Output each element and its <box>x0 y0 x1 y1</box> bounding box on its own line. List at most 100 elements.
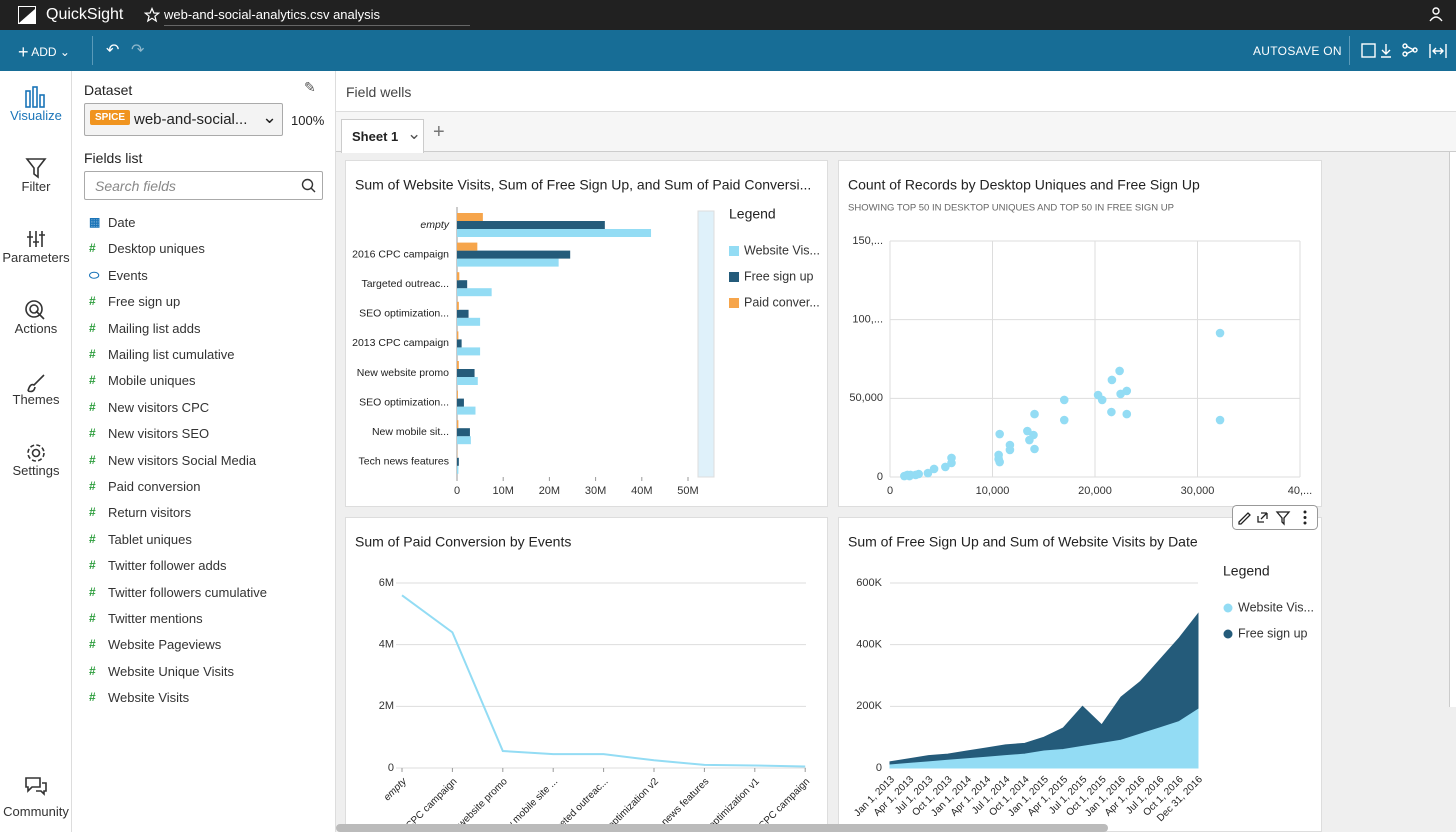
point[interactable] <box>1107 375 1117 385</box>
bar[interactable] <box>457 331 459 340</box>
field[interactable]: Events <box>108 267 148 283</box>
field-wells-bar[interactable]: Field wells <box>336 71 1456 112</box>
visual-card[interactable]: Sum of Website Visits, Sum of Free Sign … <box>345 160 828 507</box>
bar[interactable] <box>457 242 478 251</box>
bar[interactable] <box>457 398 464 407</box>
h-scrollbar[interactable] <box>336 824 1108 832</box>
search-box[interactable]: Search fields <box>84 171 323 200</box>
autosave[interactable]: AUTOSAVE ON <box>1253 44 1342 58</box>
point[interactable] <box>1023 426 1032 436</box>
field[interactable]: New visitors Social Media <box>108 452 257 468</box>
bar[interactable] <box>457 250 571 259</box>
bar[interactable] <box>457 406 476 415</box>
field[interactable]: New visitors SEO <box>108 426 210 442</box>
user-icon[interactable] <box>1428 6 1444 22</box>
field[interactable]: Mailing list adds <box>108 320 201 336</box>
point[interactable] <box>1005 445 1015 455</box>
point[interactable] <box>941 462 950 472</box>
point[interactable] <box>1097 395 1107 405</box>
field[interactable]: Return visitors <box>108 505 192 521</box>
nav-item[interactable]: Settings <box>12 463 60 478</box>
bar[interactable] <box>457 390 458 399</box>
field[interactable]: Twitter follower adds <box>108 558 227 574</box>
add-button[interactable]: + ADD ⌄ <box>18 42 70 63</box>
bar[interactable] <box>457 339 462 348</box>
field[interactable]: Mailing list cumulative <box>108 347 235 362</box>
nav-item[interactable]: Parameters <box>2 250 70 265</box>
nav-item[interactable]: Filter <box>21 179 51 194</box>
download-icon[interactable] <box>1381 44 1391 58</box>
edit-visual[interactable] <box>1238 512 1251 525</box>
area[interactable] <box>889 708 1199 769</box>
point[interactable] <box>1107 407 1116 417</box>
field[interactable]: Website Unique Visits <box>108 663 234 679</box>
bar[interactable] <box>457 258 559 267</box>
edit-icon[interactable]: ✎ <box>304 79 316 95</box>
file-name[interactable]: web-and-social-analytics.csv analysis <box>164 7 470 26</box>
dataset-select[interactable]: SPICE web-and-social... ⌄ <box>84 103 283 136</box>
legend-label[interactable]: Website Vis... <box>744 243 820 257</box>
bar[interactable] <box>457 428 470 437</box>
field[interactable]: Twitter mentions <box>108 611 203 626</box>
legend-label[interactable]: Website Vis... <box>1238 600 1314 614</box>
point[interactable] <box>1115 366 1124 376</box>
bar[interactable] <box>457 221 605 229</box>
point[interactable] <box>911 470 920 480</box>
point[interactable] <box>1215 328 1225 338</box>
add-sheet[interactable]: + <box>433 121 445 143</box>
save-icon[interactable] <box>1361 43 1376 58</box>
bar[interactable] <box>457 288 492 297</box>
visual-card[interactable]: Sum of Paid Conversion by Events 0 2M 4M 6M e… <box>345 517 828 832</box>
bar[interactable] <box>457 213 483 221</box>
legend-label[interactable]: Free sign up <box>1238 626 1308 640</box>
nav-item[interactable]: Visualize <box>10 108 62 123</box>
point[interactable] <box>1215 415 1225 425</box>
bar[interactable] <box>457 465 459 474</box>
visual-card[interactable]: Count of Records by Desktop Uniques and … <box>838 160 1322 507</box>
field[interactable]: Twitter followers cumulative <box>108 584 267 600</box>
field[interactable]: Mobile uniques <box>108 373 196 389</box>
visual-card[interactable]: Sum of Free Sign Up and Sum of Website V… <box>838 517 1322 832</box>
toolbar-icons[interactable] <box>1360 42 1450 60</box>
point[interactable] <box>1059 395 1069 405</box>
expand-icon[interactable] <box>1429 44 1447 58</box>
nav-item[interactable]: Actions <box>14 321 58 336</box>
field[interactable]: Date <box>108 215 136 230</box>
point[interactable] <box>994 454 1003 464</box>
field[interactable]: Desktop uniques <box>108 241 205 257</box>
bar[interactable] <box>457 229 652 237</box>
field[interactable]: Website Visits <box>108 690 190 706</box>
bar[interactable] <box>457 301 459 310</box>
field[interactable]: Paid conversion <box>108 479 201 494</box>
point[interactable] <box>1122 409 1132 419</box>
point[interactable] <box>947 458 956 468</box>
field[interactable]: Website Pageviews <box>108 637 222 653</box>
field[interactable]: Tablet uniques <box>108 531 192 547</box>
area[interactable] <box>889 612 1199 769</box>
bar[interactable] <box>457 377 478 385</box>
point[interactable] <box>1030 409 1039 419</box>
point[interactable] <box>995 429 1004 439</box>
point[interactable] <box>1025 435 1034 445</box>
bar[interactable] <box>457 280 468 289</box>
sheet-tab[interactable]: Sheet 1 ⌄ <box>341 119 424 153</box>
expand-visual[interactable] <box>1257 512 1268 523</box>
bar[interactable] <box>457 369 475 377</box>
field[interactable]: New visitors CPC <box>108 399 210 415</box>
line[interactable] <box>401 594 806 768</box>
point[interactable] <box>1030 444 1039 454</box>
nav-community[interactable]: Community <box>3 804 69 819</box>
point[interactable] <box>923 468 933 478</box>
bar[interactable] <box>457 420 459 429</box>
point[interactable] <box>929 464 939 474</box>
point[interactable] <box>1116 389 1125 399</box>
bar[interactable] <box>457 361 459 369</box>
bar[interactable] <box>457 272 460 281</box>
field[interactable]: Free sign up <box>108 294 181 310</box>
star-icon[interactable] <box>144 7 160 23</box>
bar[interactable] <box>457 457 459 466</box>
point[interactable] <box>1059 415 1069 425</box>
nav-item[interactable]: Themes <box>12 392 60 407</box>
undo[interactable]: ↶ <box>106 42 120 59</box>
bar[interactable] <box>457 317 481 326</box>
